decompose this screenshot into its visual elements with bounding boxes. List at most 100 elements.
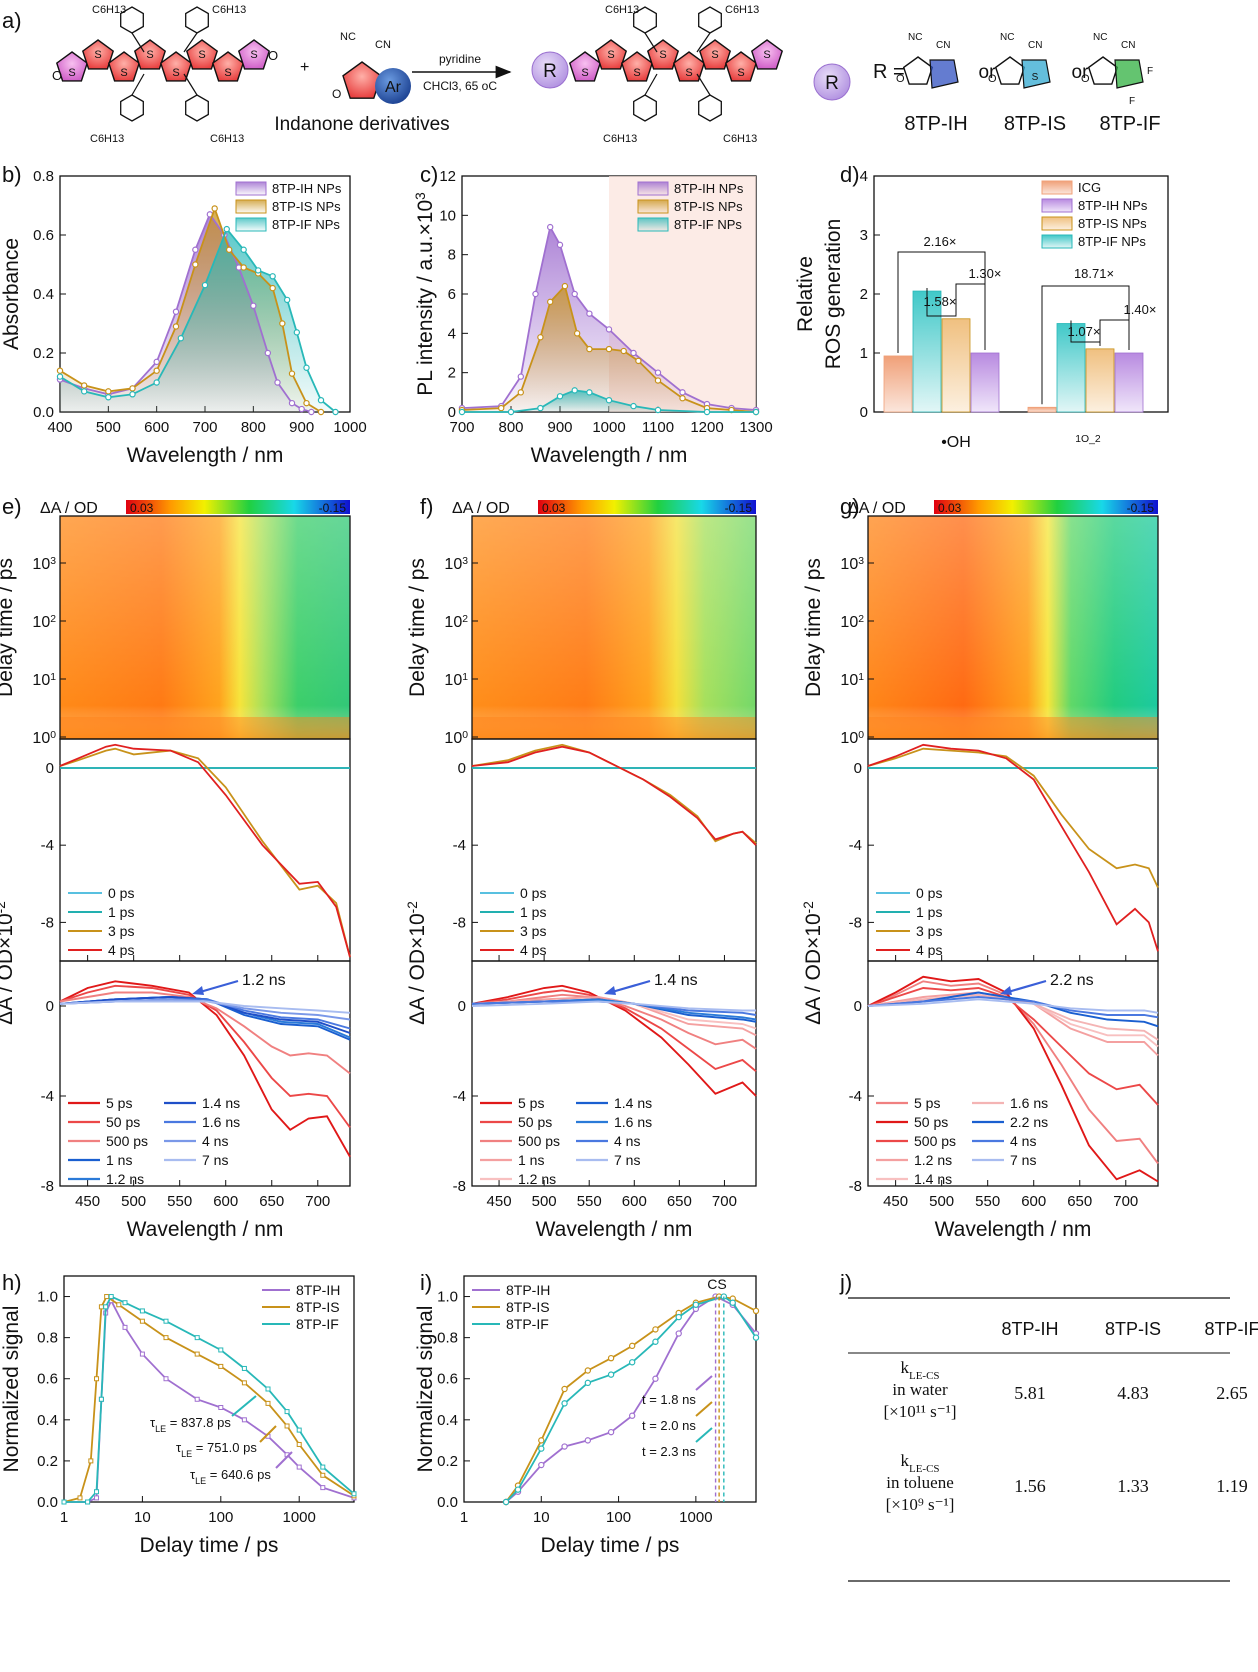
chart-h-point <box>116 1302 122 1308</box>
x-axis-label: Wavelength / nm <box>935 1218 1092 1241</box>
y-tick-label: -4 <box>41 837 54 854</box>
y-tick-label: 1.0 <box>37 1289 58 1306</box>
chart-h-legend-label: 8TP-IH <box>296 1282 340 1298</box>
chart-e-late-legend-label: 500 ps <box>106 1133 148 1149</box>
chart-i-time-label: t = 2.0 ns <box>642 1418 696 1433</box>
thiophene-ring <box>237 39 271 70</box>
x-tick-label: 600 <box>1021 1193 1046 1210</box>
y-tick-label: 10 <box>439 207 456 224</box>
chart-i-series-0-point <box>584 1437 592 1444</box>
chart-i-series-2-point <box>561 1400 568 1407</box>
chart-d-legend-label: ICG <box>1078 180 1101 195</box>
y-tick-label: 0 <box>46 760 54 777</box>
chart-c-series-2-point <box>654 406 662 414</box>
phenyl-ring <box>185 94 209 122</box>
chart-b-series-0-point <box>298 405 305 413</box>
chart-e-late-series-0 <box>59 980 351 1158</box>
chart-g-early-legend-label: 1 ps <box>916 904 942 920</box>
y-tick-label: 0.4 <box>437 1412 458 1429</box>
chart-c-series-2-point <box>537 404 544 412</box>
chart-b: 400 500 600 700 800 900 1000 0.0 0.2 0.4 0.6 0.8 Wav… <box>0 168 367 467</box>
chart-e-late-series-1 <box>59 984 351 1129</box>
chart-h-point <box>194 1396 200 1402</box>
chart-c-legend-label: 8TP-IF NPs <box>674 217 742 232</box>
r-equals-label: R = <box>873 61 905 83</box>
x-tick-label: 450 <box>487 1193 512 1210</box>
chart-c-series-0-point <box>630 349 637 357</box>
chart-d-fold-label: 2.16× <box>924 234 957 249</box>
chart-g-late-series-5 <box>867 993 1159 1041</box>
chart-b-series-0-point <box>274 379 281 386</box>
chart-b-series-1-point <box>317 408 325 416</box>
y-axis-label: Normalized signal <box>0 1306 23 1473</box>
x-tick-label: 400 <box>47 419 72 436</box>
product-name-ih: 8TP-IH <box>904 113 967 135</box>
table-value-cell: 2.65 <box>1216 1383 1248 1403</box>
arrow-top-text: pyridine <box>439 52 481 66</box>
chart-d-legend-label: 8TP-IH NPs <box>1078 198 1148 213</box>
sulfur-label: S <box>685 67 692 79</box>
nc-label: NC <box>1000 32 1014 43</box>
chart-e-late-legend-label: 1.2 ns <box>106 1171 144 1187</box>
panel-label-h: h) <box>2 1270 22 1295</box>
table-row-label: kLE-CS <box>900 1451 939 1475</box>
chart-f-late-series-1 <box>471 989 757 1073</box>
rgroup-fused-ring <box>929 59 959 89</box>
ta-column-g: ΔA / OD 0.03 -0.15 100​ 101​ 102​ 103​ Delay ti… <box>802 500 1159 747</box>
x-tick-label: 500 <box>96 419 121 436</box>
hexyl-label: C6H13 <box>603 133 637 145</box>
chart-b-series-2-point <box>332 408 339 416</box>
chart-h-point <box>296 1427 302 1433</box>
chart-b-series-2-point <box>283 296 291 304</box>
chart-i-series-2-point <box>652 1338 659 1345</box>
chart-f-late-legend-label: 5 ps <box>518 1095 544 1111</box>
chart-c-series-1-point <box>635 357 642 365</box>
hexyl-label: C6H13 <box>723 133 757 145</box>
heatmap-y-tick-label: 101​ <box>32 672 56 690</box>
chart-b-series-2-point <box>56 373 64 380</box>
or-label: or <box>979 62 997 83</box>
ta-heatmap-shade <box>60 516 350 739</box>
chart-f-early-legend-label: 3 ps <box>520 923 546 939</box>
sulfur-label: S <box>1032 72 1039 83</box>
chart-d-bar <box>1027 406 1057 413</box>
table-value-cell: 5.81 <box>1014 1383 1046 1403</box>
ta-column-f: ΔA / OD 0.03 -0.15 100​ 101​ 102​ 103​ Delay ti… <box>406 500 757 747</box>
chart-h-point <box>320 1464 326 1470</box>
chart-h-point <box>218 1347 224 1353</box>
chart-b-series-1-point <box>153 367 160 374</box>
x-axis-label: Wavelength / nm <box>127 1218 284 1241</box>
y-tick-label: 0 <box>458 760 466 777</box>
chart-f-late-legend-label: 7 ns <box>614 1152 640 1168</box>
chart-d-bar <box>883 355 913 413</box>
phenyl-ring <box>698 94 722 122</box>
y-tick-label: 1.0 <box>437 1289 458 1306</box>
y-tick-label: 0.8 <box>33 168 54 185</box>
y-tick-label: -8 <box>849 914 862 931</box>
x-tick-label: 100 <box>208 1509 233 1526</box>
x-tick-label: 700 <box>192 419 217 436</box>
chart-e-late-series-2 <box>59 991 351 1075</box>
chart-h-point <box>139 1308 145 1314</box>
chart-c-area-1 <box>462 286 756 412</box>
chart-d-legend-swatch <box>1041 234 1073 249</box>
chart-h-legend-label: 8TP-IF <box>296 1316 339 1332</box>
colorbar <box>934 500 1158 514</box>
indanone-reagent: Ar NC CN O <box>332 31 411 104</box>
chart-g-late-series-3 <box>867 991 1159 1057</box>
chart-i-series-0-point <box>538 1461 545 1469</box>
chart-g-late-series-2 <box>867 987 1159 1106</box>
chart-c-series-1-point <box>547 298 554 306</box>
chart-i-time-arrow <box>695 1375 713 1391</box>
table-header-cell: 8TP-IH <box>1001 1319 1058 1339</box>
chart-c-legend-swatch <box>637 199 669 214</box>
chart-g-late-legend-label: 1.4 ns <box>914 1171 952 1187</box>
chart-b-series-0-point <box>264 349 272 357</box>
cn-label: CN <box>375 39 391 51</box>
plot-frame <box>471 738 757 962</box>
y-tick-label: -4 <box>453 1088 466 1105</box>
chart-h-point <box>108 1294 114 1300</box>
x-tick-label: 800 <box>241 419 266 436</box>
chart-b-series-2-point <box>105 394 112 401</box>
